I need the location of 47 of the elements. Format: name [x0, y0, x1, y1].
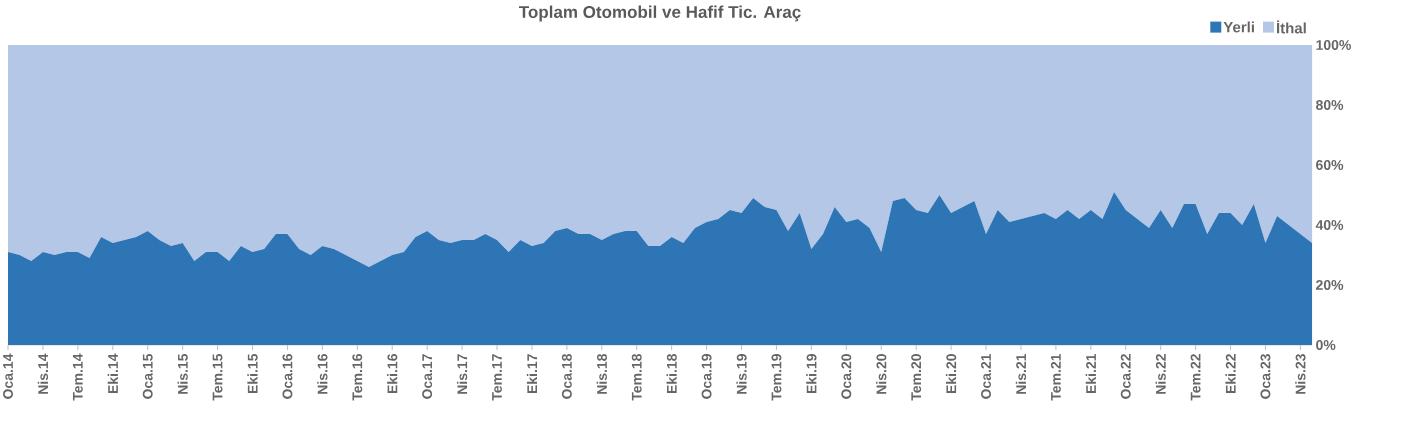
x-tick-label: Nis.17: [456, 354, 468, 394]
y-tick-label: 0%: [1316, 340, 1336, 350]
y-tick-label: 20%: [1316, 280, 1344, 290]
x-tick-label: Tem.22: [1190, 354, 1201, 401]
x-tick-label: Eki.19: [806, 354, 817, 394]
x-tick-label: Tem.19: [771, 354, 782, 401]
x-tick-label: Tem.17: [492, 354, 502, 401]
x-tick-label: Tem.20: [911, 354, 922, 401]
x-tick-label: Oca.14: [3, 353, 13, 399]
x-tick-label: Tem.16: [352, 354, 363, 401]
x-tick-label: Tem.15: [212, 353, 223, 401]
x-tick-label: Eki.21: [1085, 353, 1096, 394]
y-tick-label: 80%: [1315, 100, 1344, 110]
x-tick-label: Nis.18: [596, 353, 607, 394]
x-tick-label: Eki.15: [247, 353, 258, 394]
y-tick-label: 100%: [1316, 40, 1351, 50]
x-tick-label: Eki.22: [1225, 354, 1236, 394]
x-tick-label: Oca.23: [1260, 354, 1271, 399]
y-tick-label: 60%: [1316, 160, 1344, 170]
x-tick-label: Oca.16: [282, 354, 293, 399]
x-tick-label: Nis.21: [1015, 353, 1027, 394]
x-tick-label: Nis.22: [1155, 354, 1166, 394]
x-tick-label: Eki.20: [945, 354, 957, 394]
x-tick-label: Oca.22: [1120, 354, 1131, 399]
x-tick-label: Oca.17: [422, 354, 433, 399]
chart-title: Toplam Otomobil ve Hafif Tic. Araç: [518, 5, 801, 22]
legend-label: İthal: [1276, 20, 1306, 34]
x-tick-label: Oca.15: [142, 353, 153, 399]
x-tick-label: Eki.17: [526, 354, 538, 394]
x-tick-label: Tem.21: [1050, 353, 1061, 401]
x-tick-label: Oca.21: [981, 353, 991, 399]
x-tick-label: Oca.18: [561, 353, 572, 399]
y-tick-label: 40%: [1315, 220, 1344, 230]
x-tick-label: Oca.19: [701, 354, 712, 399]
x-tick-label: Eki.16: [387, 354, 398, 394]
legend-label: Yerli: [1223, 21, 1254, 33]
x-tick-label: Nis.23: [1295, 354, 1306, 394]
x-tick-label: Eki.18: [666, 353, 677, 394]
x-tick-label: Tem.14: [72, 353, 83, 401]
x-tick-label: Nis.16: [317, 354, 328, 394]
x-tick-label: Nis.14: [37, 353, 49, 394]
x-tick-label: Nis.19: [736, 354, 747, 394]
x-tick-label: Eki.14: [107, 353, 118, 394]
x-tick-label: Tem.18: [631, 353, 642, 401]
x-tick-label: Oca.20: [841, 354, 852, 399]
x-tick-label: Nis.20: [876, 354, 887, 394]
x-tick-label: Nis.15: [177, 353, 188, 394]
